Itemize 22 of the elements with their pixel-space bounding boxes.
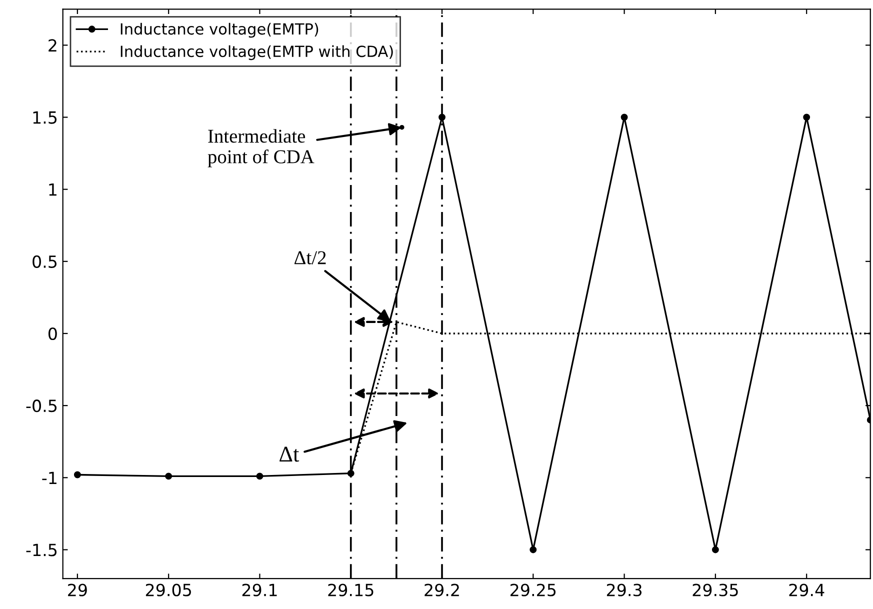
- y-tick-label: 0: [48, 327, 57, 340]
- y-tick-label: -0.5: [26, 400, 57, 412]
- y-tick-label: -1: [42, 472, 56, 484]
- y-tick-label: -1.5: [26, 544, 57, 556]
- annotation: Intermediate point of CDA: [208, 129, 314, 168]
- x-tick-label: 29.35: [692, 584, 738, 596]
- x-tick-label: 29.1: [242, 584, 277, 596]
- annotation: Δt/2: [294, 251, 326, 264]
- annotation: Δt: [280, 446, 300, 462]
- y-tick-label: 0.5: [32, 255, 57, 268]
- legend-label: Inductance voltage(EMTP with CDA): [120, 45, 393, 60]
- x-tick-label: 29.4: [789, 584, 824, 596]
- x-tick-label: 29.05: [146, 584, 191, 596]
- x-tick-label: 29.3: [606, 584, 642, 596]
- y-tick-label: 1: [49, 184, 56, 196]
- x-tick-label: 29.15: [328, 584, 374, 596]
- y-tick-label: 1.5: [33, 111, 57, 124]
- legend-label: Inductance voltage(EMTP): [120, 22, 318, 38]
- y-tick-label: 2: [48, 39, 56, 52]
- x-tick-label: 29: [68, 584, 87, 596]
- x-tick-label: 29.25: [510, 584, 556, 596]
- x-tick-label: 29.2: [424, 584, 459, 596]
